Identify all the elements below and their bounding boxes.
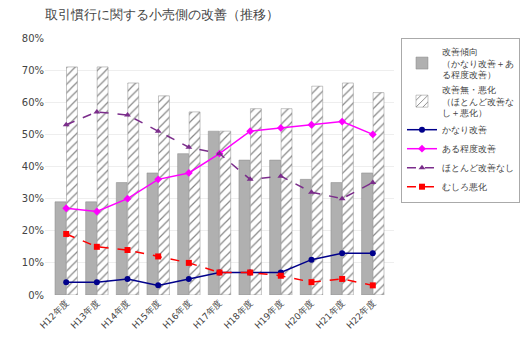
svg-text:H15年度: H15年度: [130, 298, 163, 331]
svg-text:取引慣行に関する小売側の改善（推移）: 取引慣行に関する小売側の改善（推移）: [45, 7, 279, 22]
svg-text:H18年度: H18年度: [222, 298, 255, 331]
svg-text:むしろ悪化: むしろ悪化: [442, 182, 487, 192]
svg-text:かなり改善: かなり改善: [442, 125, 487, 135]
svg-text:ある程度改善: ある程度改善: [442, 144, 496, 154]
svg-text:10%: 10%: [22, 257, 44, 268]
svg-text:H19年度: H19年度: [253, 298, 286, 331]
svg-text:H22年度: H22年度: [345, 298, 378, 331]
svg-text:H13年度: H13年度: [69, 298, 102, 331]
svg-text:0%: 0%: [28, 290, 44, 301]
svg-text:H14年度: H14年度: [99, 298, 132, 331]
svg-text:H21年度: H21年度: [314, 298, 347, 331]
svg-text:H17年度: H17年度: [191, 298, 224, 331]
svg-text:40%: 40%: [22, 161, 44, 172]
svg-text:20%: 20%: [22, 225, 44, 236]
svg-text:70%: 70%: [22, 65, 44, 76]
svg-text:改善無・悪化（ほとんど改善なし＋悪化）: 改善無・悪化（ほとんど改善なし＋悪化）: [442, 85, 514, 118]
svg-text:H20年度: H20年度: [283, 298, 316, 331]
svg-text:30%: 30%: [22, 193, 44, 204]
svg-text:H12年度: H12年度: [38, 298, 71, 331]
svg-text:ほとんど改善なし: ほとんど改善なし: [442, 163, 514, 173]
svg-text:80%: 80%: [22, 33, 44, 44]
svg-text:改善傾向（かなり改善＋ある程度改善）: 改善傾向（かなり改善＋ある程度改善）: [442, 47, 514, 80]
svg-text:60%: 60%: [22, 97, 44, 108]
svg-text:50%: 50%: [22, 129, 44, 140]
svg-text:H16年度: H16年度: [161, 298, 194, 331]
